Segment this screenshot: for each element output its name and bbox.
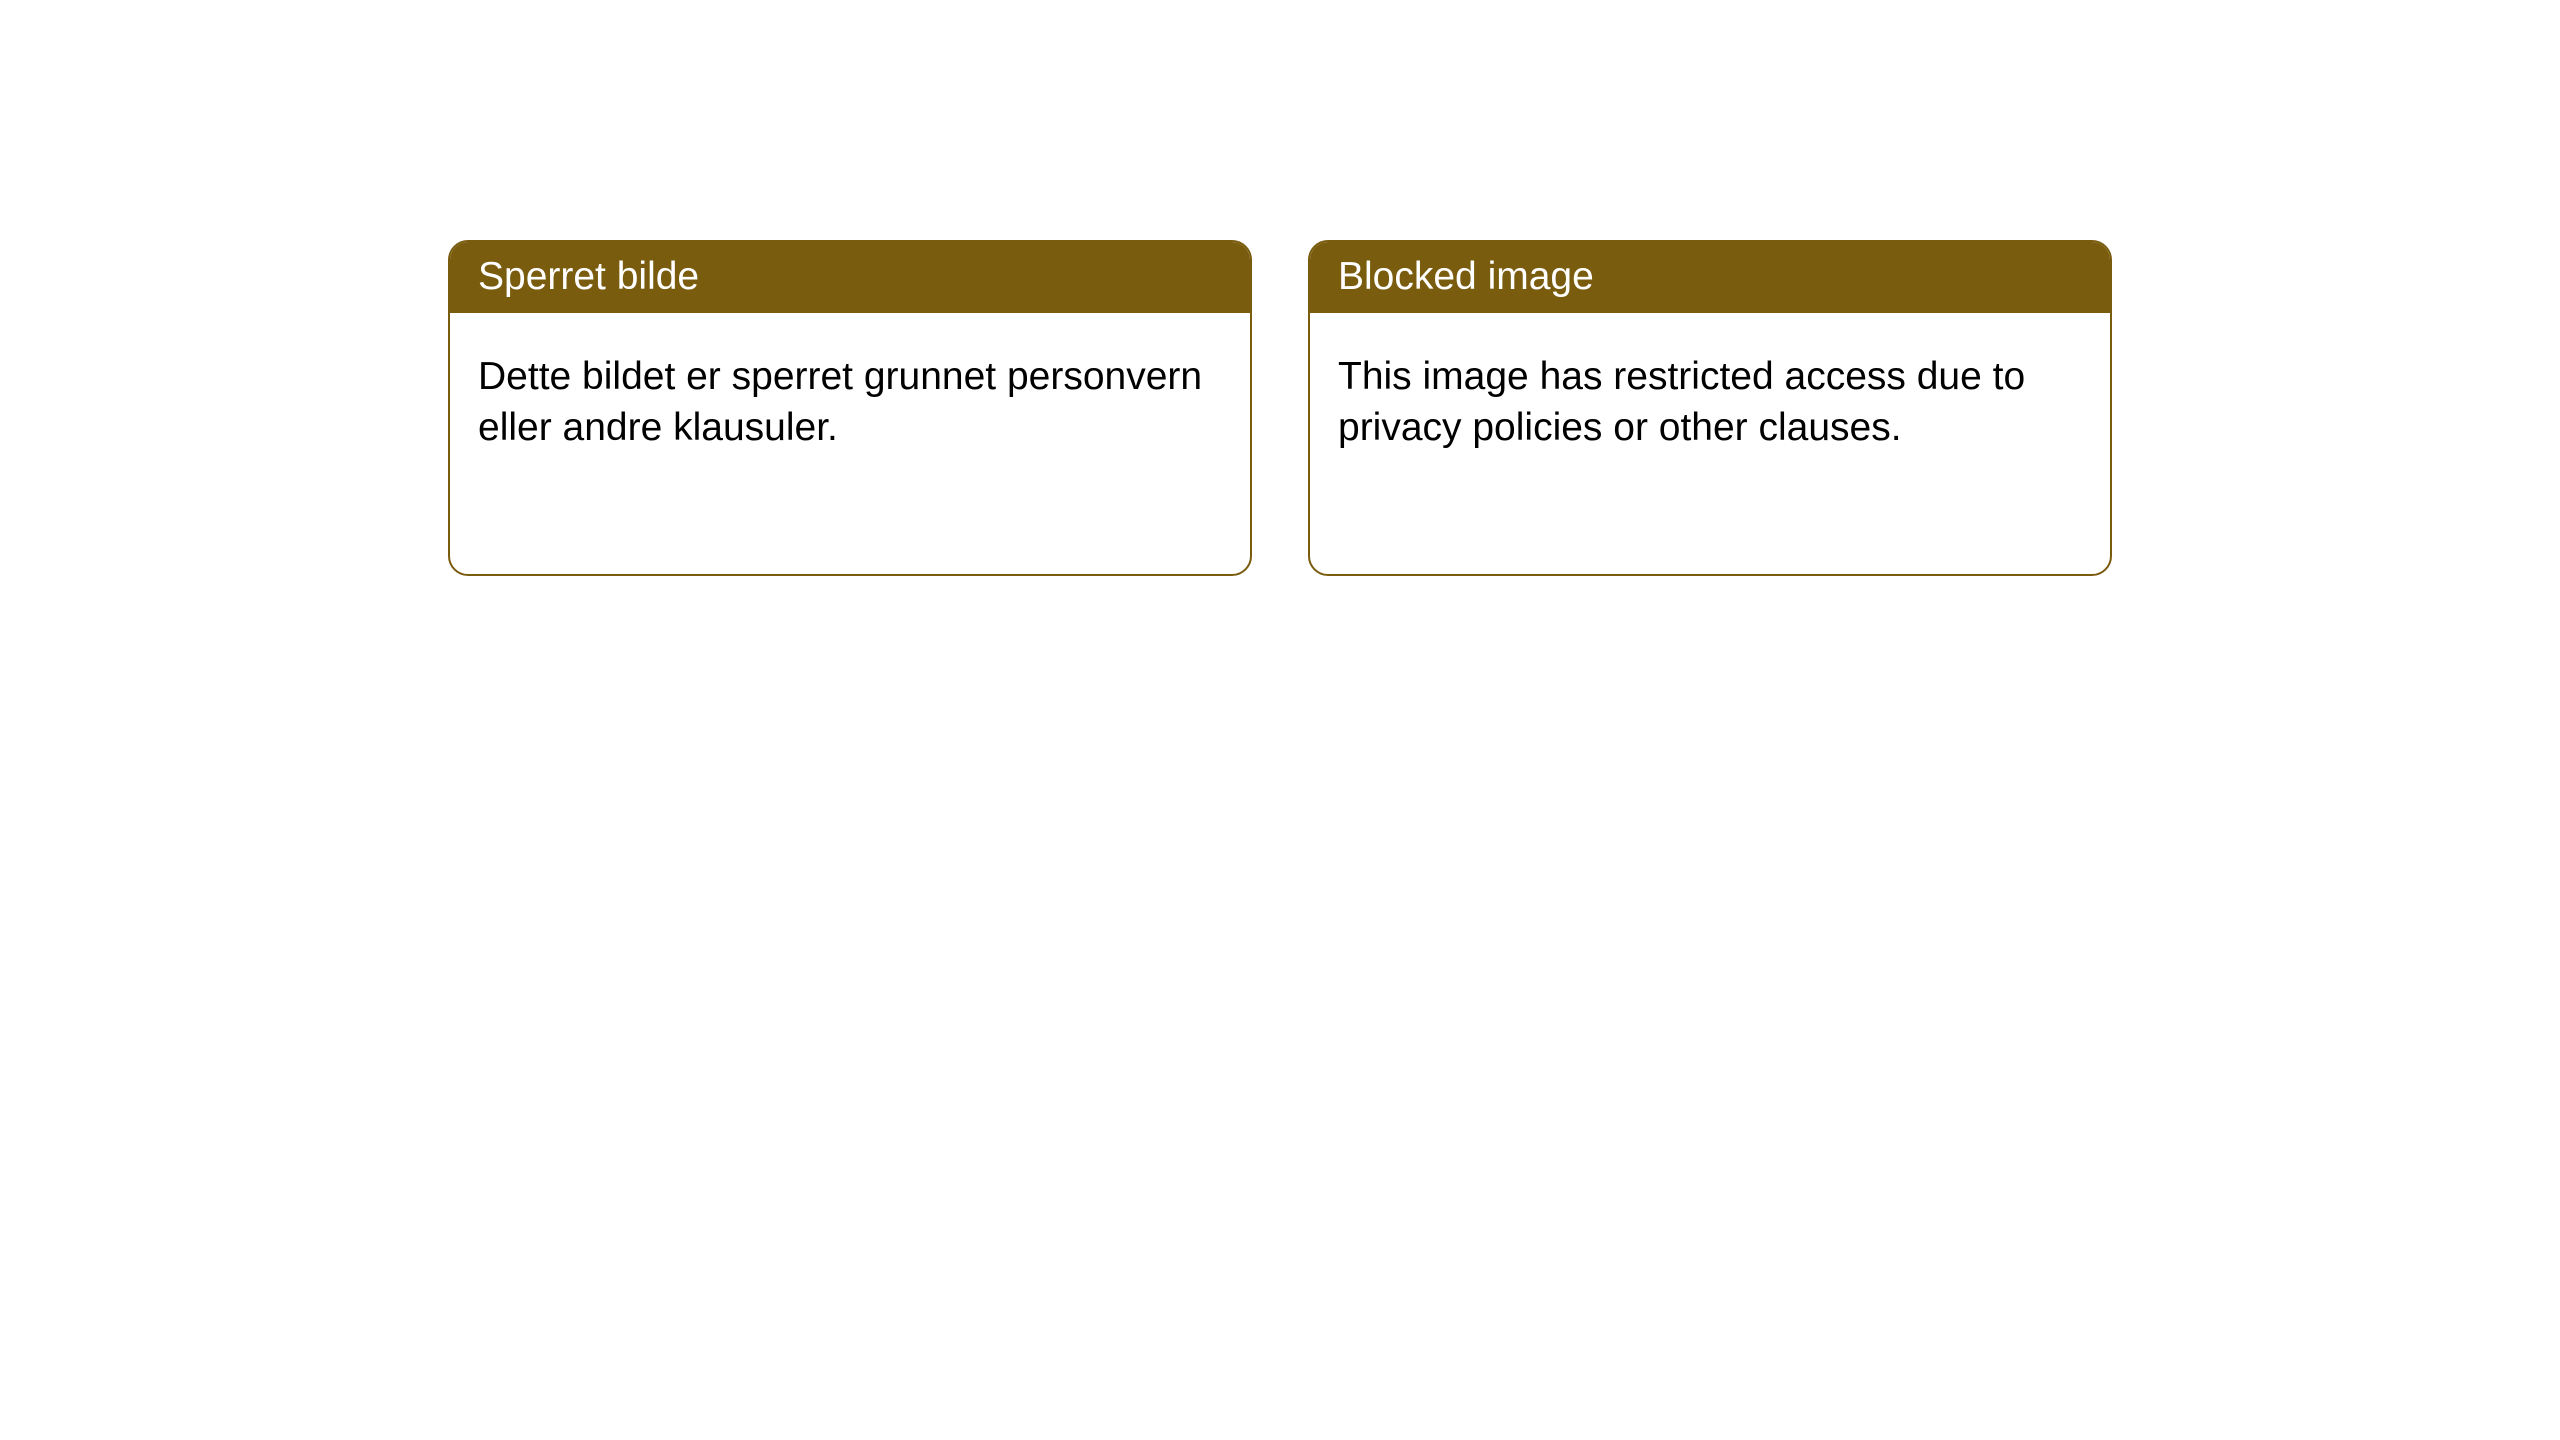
card-header-en: Blocked image (1310, 242, 2110, 313)
card-container: Sperret bilde Dette bildet er sperret gr… (0, 0, 2560, 576)
blocked-image-card-en: Blocked image This image has restricted … (1308, 240, 2112, 576)
card-body-en: This image has restricted access due to … (1310, 313, 2110, 492)
card-body-no: Dette bildet er sperret grunnet personve… (450, 313, 1250, 492)
blocked-image-card-no: Sperret bilde Dette bildet er sperret gr… (448, 240, 1252, 576)
card-header-no: Sperret bilde (450, 242, 1250, 313)
